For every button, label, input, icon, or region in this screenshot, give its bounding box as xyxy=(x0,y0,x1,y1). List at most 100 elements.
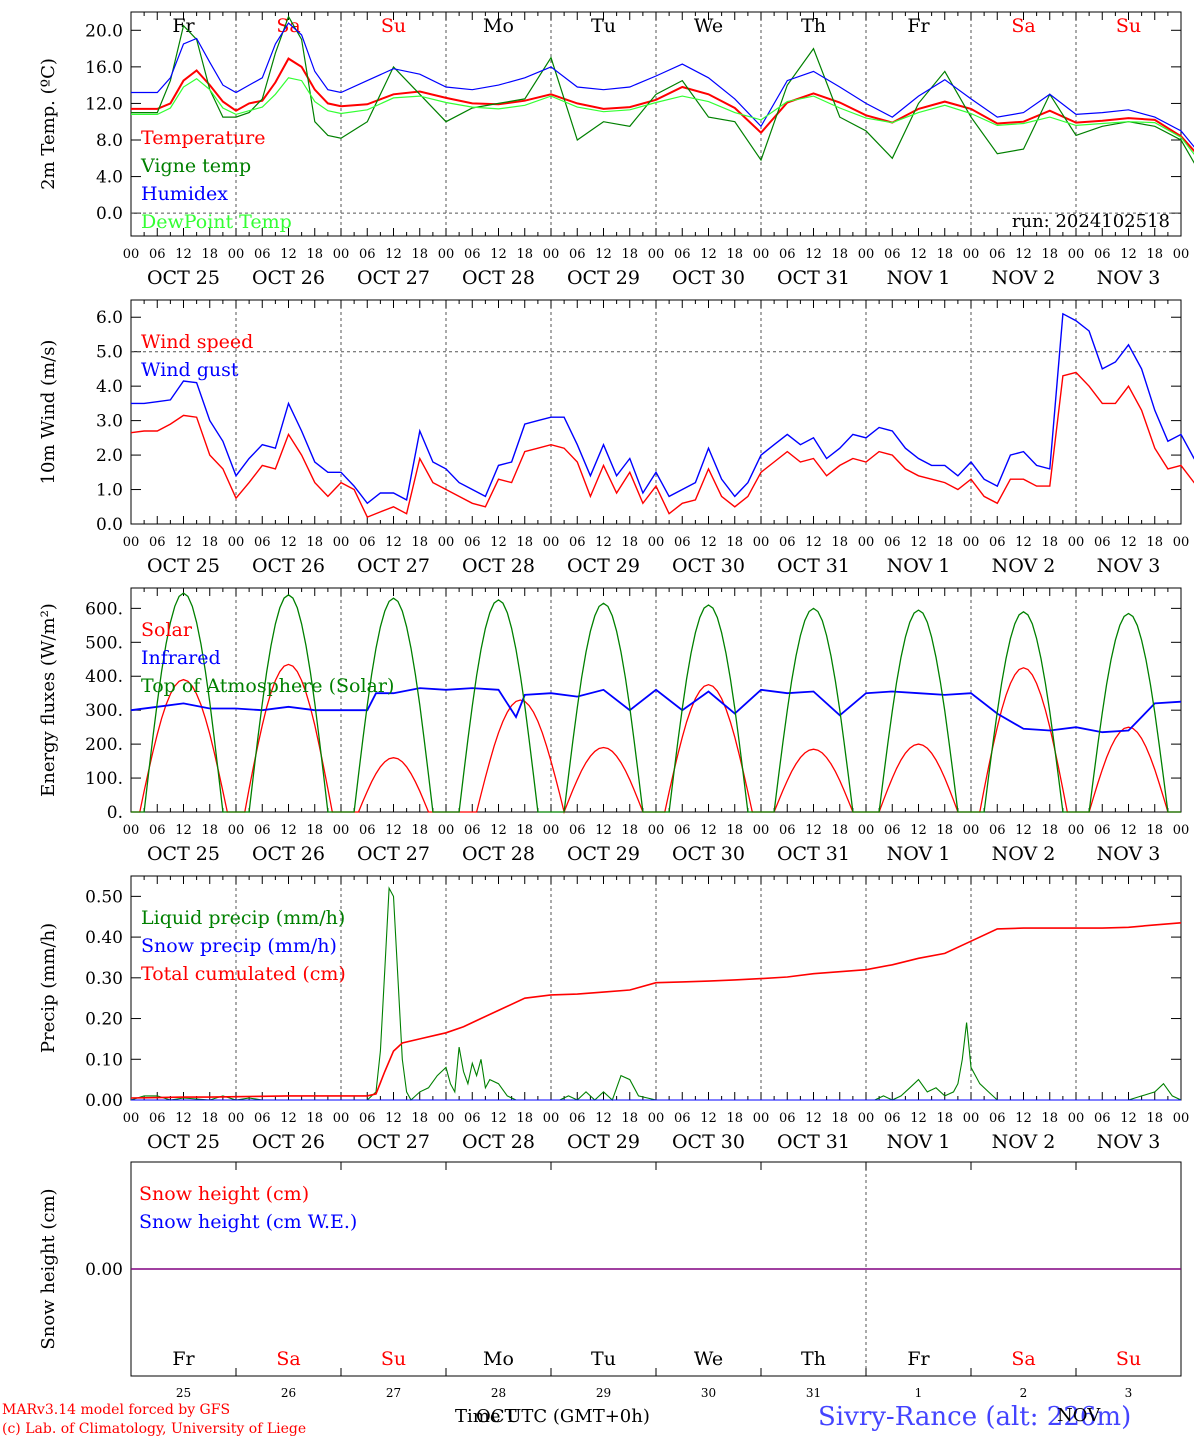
hour-tick-label: 18 xyxy=(306,823,323,838)
hour-tick-label: 00 xyxy=(753,823,770,838)
hour-tick-label: 00 xyxy=(753,535,770,550)
hour-tick-label: 18 xyxy=(936,823,953,838)
hour-tick-label: 18 xyxy=(621,823,638,838)
hour-tick-label: 18 xyxy=(1146,823,1163,838)
hour-tick-label: 12 xyxy=(805,1111,822,1126)
hour-tick-label: 00 xyxy=(543,247,560,262)
hour-tick-label: 06 xyxy=(254,823,271,838)
series-vigne-temp xyxy=(131,15,1194,164)
date-label: OCT 26 xyxy=(252,267,325,289)
hour-tick-label: 18 xyxy=(1146,535,1163,550)
hour-tick-label: 00 xyxy=(438,247,455,262)
hour-tick-label: 06 xyxy=(464,1111,481,1126)
hour-tick-label: 12 xyxy=(910,535,927,550)
hour-tick-label: 12 xyxy=(490,247,507,262)
hour-tick-label: 06 xyxy=(569,535,586,550)
date-label: OCT 31 xyxy=(777,267,850,289)
hour-tick-label: 12 xyxy=(490,535,507,550)
date-label: NOV 3 xyxy=(1097,843,1161,865)
hour-tick-label: 06 xyxy=(569,1111,586,1126)
hour-tick-label: 00 xyxy=(858,535,875,550)
hour-tick-label: 00 xyxy=(123,1111,140,1126)
weekday-label: Tu xyxy=(591,1348,616,1370)
hour-tick-label: 12 xyxy=(595,247,612,262)
hour-tick-label: 18 xyxy=(831,535,848,550)
day-number-label: 28 xyxy=(491,1386,506,1400)
hour-tick-label: 12 xyxy=(1120,823,1137,838)
hour-tick-label: 12 xyxy=(385,535,402,550)
date-label: OCT 30 xyxy=(672,555,745,577)
series-dewpoint-temp xyxy=(131,77,1194,155)
series-top-of-atmosphere-solar- xyxy=(131,592,1181,813)
hour-tick-label: 18 xyxy=(831,247,848,262)
hour-tick-label: 18 xyxy=(1041,823,1058,838)
hour-tick-label: 00 xyxy=(438,823,455,838)
legend-snow-height-cm-: Snow height (cm) xyxy=(139,1183,309,1205)
station-title: Sivry-Rance (alt: 226m) xyxy=(818,1402,1132,1432)
hour-tick-label: 00 xyxy=(753,247,770,262)
y-tick-label: 12.0 xyxy=(85,94,123,114)
hour-tick-label: 18 xyxy=(201,535,218,550)
hour-tick-label: 00 xyxy=(858,823,875,838)
hour-tick-label: 18 xyxy=(726,1111,743,1126)
hour-tick-label: 00 xyxy=(228,247,245,262)
run-annotation: run: 2024102518 xyxy=(1012,211,1170,232)
hour-tick-label: 12 xyxy=(910,247,927,262)
hour-tick-label: 12 xyxy=(280,823,297,838)
hour-tick-label: 18 xyxy=(1146,247,1163,262)
hour-tick-label: 00 xyxy=(123,823,140,838)
hour-tick-label: 12 xyxy=(1120,247,1137,262)
hour-tick-label: 12 xyxy=(1015,823,1032,838)
legend-wind-speed: Wind speed xyxy=(141,331,253,353)
legend-snow-height-cm-w-e-: Snow height (cm W.E.) xyxy=(139,1211,357,1233)
series-total-cumulated-cm- xyxy=(130,922,1182,1099)
hour-tick-label: 06 xyxy=(779,1111,796,1126)
date-label: OCT 27 xyxy=(357,555,430,577)
hour-tick-label: 06 xyxy=(149,823,166,838)
hour-tick-label: 12 xyxy=(175,535,192,550)
y-tick-label: 0.20 xyxy=(85,1010,123,1030)
y-tick-label: 3.0 xyxy=(96,412,123,432)
day-number-label: 29 xyxy=(596,1386,611,1400)
series-wind-speed xyxy=(130,371,1194,518)
hour-tick-label: 18 xyxy=(411,535,428,550)
y-tick-label: 200. xyxy=(85,735,123,755)
hour-tick-label: 06 xyxy=(569,247,586,262)
date-label: NOV 2 xyxy=(992,555,1056,577)
series-humidex xyxy=(131,22,1194,148)
hour-tick-label: 00 xyxy=(333,823,350,838)
date-label: OCT 29 xyxy=(567,267,640,289)
hour-tick-label: 06 xyxy=(779,247,796,262)
hour-tick-label: 00 xyxy=(333,535,350,550)
date-label: OCT 25 xyxy=(147,843,220,865)
weekday-label: Sa xyxy=(1011,15,1035,37)
hour-tick-label: 00 xyxy=(438,1111,455,1126)
hour-tick-label: 12 xyxy=(700,1111,717,1126)
y-tick-label: 0.0 xyxy=(96,515,123,535)
hour-tick-label: 18 xyxy=(201,823,218,838)
hour-tick-label: 06 xyxy=(149,247,166,262)
hour-tick-label: 18 xyxy=(936,247,953,262)
hour-tick-label: 18 xyxy=(831,823,848,838)
panel-precip: 00 06 12 18 00 06 12 18 00 06 12 18 00 06 12 18 00 06 12 18… xyxy=(38,875,1190,1153)
date-label: OCT 30 xyxy=(672,267,745,289)
hour-tick-label: 00 xyxy=(858,247,875,262)
hour-tick-label: 18 xyxy=(201,247,218,262)
x-axis-title: Time UTC (GMT+0h) xyxy=(455,1406,650,1427)
hour-tick-label: 12 xyxy=(700,823,717,838)
legend-humidex: Humidex xyxy=(141,183,228,205)
legend-temperature: Temperature xyxy=(141,127,265,149)
day-number-label: 25 xyxy=(176,1386,191,1400)
hour-tick-label: 12 xyxy=(1015,1111,1032,1126)
hour-tick-label: 00 xyxy=(1173,1111,1190,1126)
hour-tick-label: 06 xyxy=(569,823,586,838)
hour-tick-label: 18 xyxy=(306,535,323,550)
y-tick-label: 20.0 xyxy=(85,21,123,41)
y-axis-label: 2m Temp. (ºC) xyxy=(38,58,59,190)
hour-tick-label: 18 xyxy=(1041,1111,1058,1126)
weekday-label: Su xyxy=(1116,15,1141,37)
y-tick-label: 300. xyxy=(85,701,123,721)
date-label: OCT 30 xyxy=(672,843,745,865)
